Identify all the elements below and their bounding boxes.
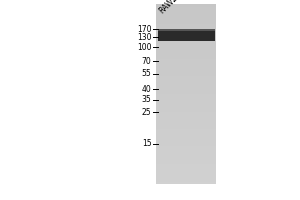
Text: 35: 35 — [142, 96, 152, 104]
Text: 25: 25 — [142, 108, 152, 116]
Text: 130: 130 — [137, 32, 152, 42]
Text: 170: 170 — [137, 24, 152, 33]
Bar — [158, 29, 214, 41]
Text: 40: 40 — [142, 85, 152, 94]
Text: 100: 100 — [137, 43, 152, 51]
Text: 15: 15 — [142, 140, 152, 148]
Text: 55: 55 — [142, 70, 152, 78]
Text: RAW264.7: RAW264.7 — [157, 0, 191, 15]
Bar — [158, 29, 214, 31]
Text: 70: 70 — [142, 56, 152, 66]
